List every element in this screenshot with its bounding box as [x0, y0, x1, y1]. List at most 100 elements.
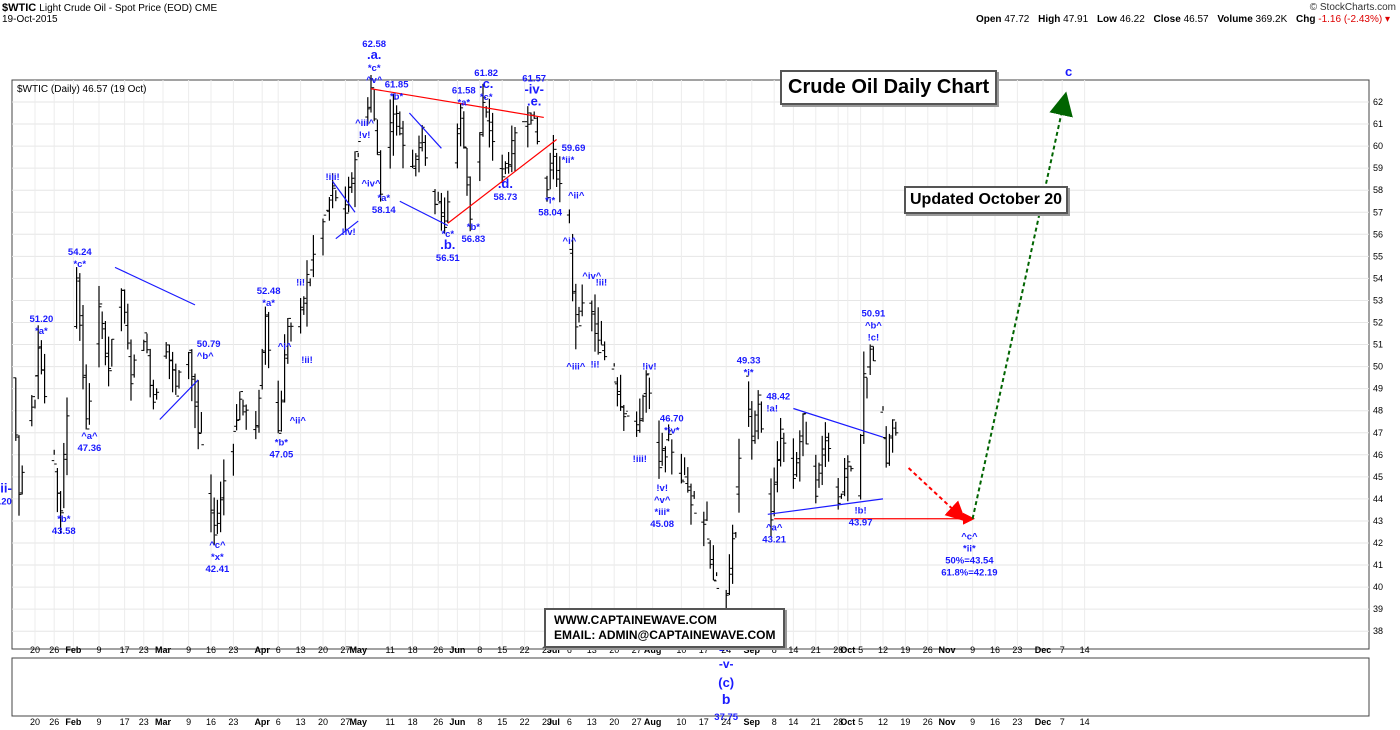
- y-tick-label: 44: [1373, 494, 1383, 504]
- volume-label: Volume: [1217, 14, 1253, 25]
- wave-label: *iv*: [664, 425, 680, 436]
- wave-label: ^iv^: [361, 179, 380, 190]
- projection-up-arrow: [971, 91, 1073, 519]
- x-tick-label: 27: [340, 717, 350, 727]
- wave-label: 52.48: [257, 286, 281, 297]
- close-value: 46.57: [1183, 14, 1209, 25]
- chart-date: 19-Oct-2015: [2, 14, 58, 25]
- x-tick-label: 16: [206, 717, 216, 727]
- y-tick-label: 48: [1373, 406, 1383, 416]
- y-tick-label: 51: [1373, 340, 1383, 350]
- x-tick-label: 23: [139, 645, 149, 655]
- x-tick-label: 16: [206, 645, 216, 655]
- x-tick-label: 13: [296, 717, 306, 727]
- email-text: EMAIL: ADMIN@CAPTAINEWAVE.COM: [554, 628, 776, 642]
- wave-label: !iv!: [642, 361, 656, 372]
- x-tick-label: 19: [900, 717, 910, 727]
- wave-label: ^i^: [563, 236, 577, 247]
- y-tick-label: 60: [1373, 141, 1383, 151]
- x-tick-label: Mar: [155, 717, 172, 727]
- x-tick-label: 20: [30, 717, 40, 727]
- x-tick-label: 20: [609, 645, 619, 655]
- x-tick-label: 12: [878, 717, 888, 727]
- x-tick-label: 6: [276, 645, 281, 655]
- wave-label: ^b^: [865, 321, 882, 332]
- x-tick-label: 5: [858, 717, 863, 727]
- wave-label: *ii*: [562, 155, 575, 166]
- x-tick-label: 23: [1012, 717, 1022, 727]
- website-text: WWW.CAPTAINEWAVE.COM: [554, 613, 717, 627]
- y-tick-label: 59: [1373, 163, 1383, 173]
- x-tick-label: 15: [497, 717, 507, 727]
- x-tick-label: 18: [408, 645, 418, 655]
- main-panel: [11, 79, 1370, 650]
- wave-label: *a*: [262, 298, 275, 309]
- wave-label: 50.91: [862, 309, 886, 320]
- wave-label: 45.08: [650, 519, 674, 530]
- x-tick-label: 20: [318, 717, 328, 727]
- x-tick-label: 14: [1080, 645, 1090, 655]
- wave-label: 51.20: [30, 314, 54, 325]
- y-tick-label: 55: [1373, 251, 1383, 261]
- open-value: 47.72: [1004, 14, 1030, 25]
- x-tick-label: 23: [139, 717, 149, 727]
- wave-label: 56.83: [462, 234, 486, 245]
- x-tick-label: Jul: [547, 645, 560, 655]
- x-tick-label: Aug: [644, 645, 662, 655]
- x-tick-label: 26: [433, 645, 443, 655]
- x-tick-label: 11: [386, 717, 395, 727]
- y-tick-label: 47: [1373, 428, 1383, 438]
- wave-label: ^a^: [766, 522, 783, 533]
- wave-label: *a*: [457, 97, 470, 108]
- x-tick-label: Jun: [449, 717, 465, 727]
- y-tick-label: 40: [1373, 582, 1383, 592]
- x-tick-label: 17: [699, 717, 709, 727]
- x-tick-label: Feb: [65, 645, 82, 655]
- x-tick-label: 9: [970, 645, 975, 655]
- wave-label: !iv!: [341, 227, 355, 238]
- high-label: High: [1038, 14, 1061, 25]
- x-tick-label: Oct: [840, 717, 855, 727]
- x-tick-label: Sep: [744, 645, 761, 655]
- wave-label: 44.20: [0, 496, 12, 507]
- wave-label: ^c^: [209, 540, 226, 551]
- wave-label: .e.: [527, 93, 541, 108]
- x-tick-label: 19: [900, 645, 910, 655]
- x-tick-label: 21: [811, 645, 821, 655]
- close-label: Close: [1153, 14, 1181, 25]
- wave-label: 58.14: [372, 205, 396, 216]
- wave-label: -iv-: [524, 81, 544, 96]
- trend-line: [408, 112, 442, 149]
- x-tick-label: Nov: [938, 645, 955, 655]
- x-tick-label: 22: [520, 645, 530, 655]
- wave-label: 56.51: [436, 253, 460, 264]
- x-tick-label: Sep: [744, 717, 761, 727]
- x-tick-label: 6: [567, 717, 572, 727]
- wave-label: .d.: [498, 176, 513, 191]
- x-tick-label: 6: [567, 645, 572, 655]
- x-tick-label: 20: [30, 645, 40, 655]
- wave-label: .b.: [440, 237, 455, 252]
- wave-label: ^i^: [278, 342, 292, 353]
- x-tick-label: 23: [1012, 645, 1022, 655]
- x-tick-label: 26: [433, 717, 443, 727]
- x-tick-label: 8: [772, 717, 777, 727]
- y-tick-label: 52: [1373, 318, 1383, 328]
- x-tick-label: 9: [970, 717, 975, 727]
- wave-label: !iii!: [633, 454, 647, 465]
- x-tick-label: Dec: [1035, 717, 1052, 727]
- x-tick-label: 17: [699, 645, 709, 655]
- x-tick-label: Jun: [449, 645, 465, 655]
- wave-label: 61.58: [452, 85, 476, 96]
- wave-label: c: [1065, 64, 1072, 79]
- wave-label: *x*: [211, 552, 224, 563]
- wave-label: 42.41: [206, 564, 230, 575]
- wave-label: !b!: [855, 506, 867, 517]
- projection-down-arrow: [907, 467, 966, 522]
- wave-label: 47.36: [78, 443, 102, 454]
- wave-label: !a!: [766, 403, 778, 414]
- down-triangle-icon: ▾: [1384, 14, 1390, 25]
- wave-label: 54.24: [68, 247, 92, 258]
- y-tick-label: 49: [1373, 384, 1383, 394]
- wave-label: ^iii^: [566, 362, 585, 373]
